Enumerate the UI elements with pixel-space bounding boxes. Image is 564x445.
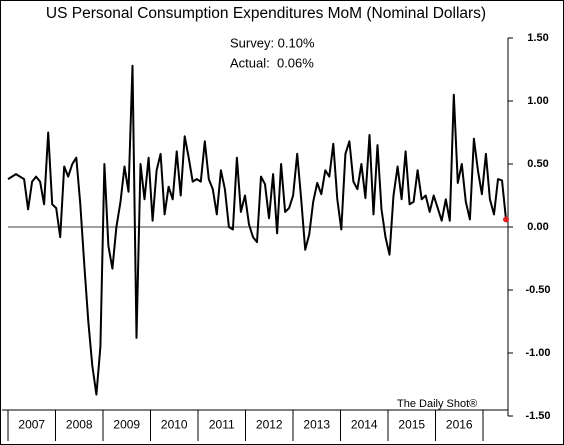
source-note: The Daily Shot® <box>397 398 477 410</box>
x-tick-label: 2008 <box>66 418 93 432</box>
x-tick-label: 2007 <box>18 418 45 432</box>
y-tick-label: 0.50 <box>527 158 548 170</box>
y-tick-label: 1.00 <box>527 95 548 107</box>
x-tick-label: 2009 <box>113 418 140 432</box>
annotation: Actual: 0.06% <box>230 55 314 70</box>
y-tick-label: -0.50 <box>525 284 550 296</box>
x-tick-label: 2012 <box>256 418 283 432</box>
x-tick-label: 2013 <box>303 418 330 432</box>
y-tick-label: -1.00 <box>525 347 550 359</box>
x-tick-label: 2014 <box>351 418 378 432</box>
x-tick-label: 2010 <box>161 418 188 432</box>
x-tick-label: 2016 <box>446 418 473 432</box>
annotation: Survey: 0.10% <box>230 35 315 50</box>
line <box>7 64 507 396</box>
y-tick-label: 0.00 <box>527 221 548 233</box>
last-point <box>503 216 509 223</box>
chart-title: US Personal Consumption Expenditures MoM… <box>46 5 486 22</box>
y-tick-label: -1.50 <box>525 410 550 422</box>
x-tick-label: 2011 <box>209 418 235 432</box>
y-tick-label: 1.50 <box>527 32 548 44</box>
x-tick-label: 2015 <box>398 418 425 432</box>
